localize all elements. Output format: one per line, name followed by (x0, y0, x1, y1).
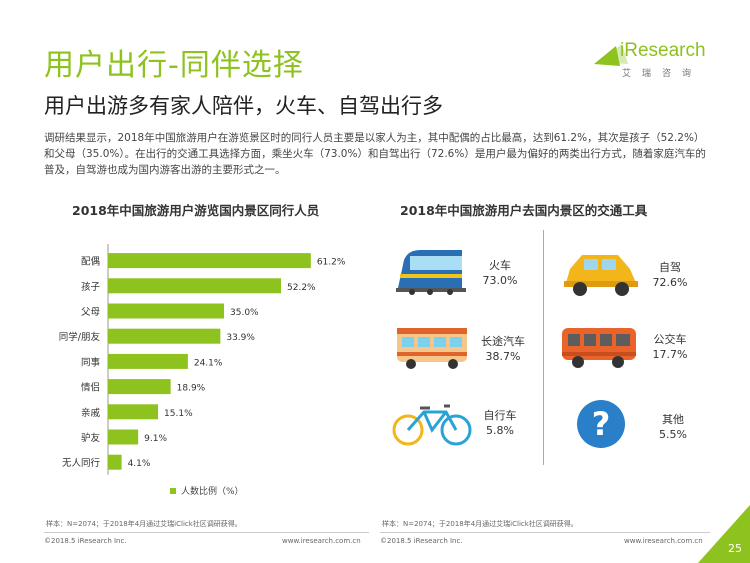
iresearch-logo: iResearch 艾瑞咨询 (590, 38, 718, 86)
transport-item-bicycle: 自行车 5.8% (390, 398, 560, 468)
data-label: 33.9% (226, 333, 255, 343)
category-label: 亲戚 (81, 407, 101, 419)
sample-note-right: 样本：N=2074；于2018年4月通过艾瑞iClick社区调研获得。 (382, 520, 578, 528)
bicycle-value: 5.8% (486, 424, 514, 437)
bus-icon (562, 328, 636, 368)
coach-label: 长途汽车 (481, 335, 525, 348)
companion-bar-chart: 配偶 61.2% 孩子 52.2% 父母 35.0% 同学/朋友 33.9% 同事 24.1% 情侣… (59, 244, 346, 475)
bar (108, 353, 188, 369)
logo-mark-icon (594, 44, 628, 66)
car-icon (564, 255, 638, 296)
transport-item-car: 自驾 72.6% (560, 245, 730, 315)
data-label: 52.2% (287, 283, 316, 293)
footer-rule-left (44, 532, 369, 533)
bus-label: 公交车 (653, 333, 687, 346)
category-label: 父母 (81, 307, 100, 318)
data-label: 9.1% (144, 434, 167, 444)
bar (108, 454, 122, 470)
chart-legend: 人数比例（%） (170, 484, 244, 497)
category-label: 孩子 (81, 281, 101, 293)
question-icon: ? (577, 400, 625, 448)
footer-rule-right (380, 532, 710, 533)
intro-paragraph: 调研结果显示，2018年中国旅游用户在游览景区时的同行人员主要是以家人为主，其中… (44, 132, 706, 176)
logo-subtext: 艾瑞咨询 (622, 69, 703, 79)
train-value: 73.0% (482, 274, 518, 287)
category-label: 配偶 (81, 256, 100, 268)
legend-label: 人数比例（%） (181, 487, 244, 497)
url-left: www.iresearch.com.cn (282, 537, 361, 545)
page-number: 25 (728, 542, 742, 555)
bar (108, 303, 224, 319)
bar (108, 379, 171, 395)
right-chart-title: 2018年中国旅游用户去国内景区的交通工具 (400, 203, 648, 218)
bicycle-label: 自行车 (483, 409, 517, 422)
url-right: www.iresearch.com.cn (624, 537, 703, 545)
data-label: 4.1% (128, 459, 151, 469)
data-label: 18.9% (177, 384, 206, 394)
transport-item-coach: 长途汽车 38.7% (393, 322, 563, 392)
copyright-right: ©2018.5 iResearch Inc. (380, 537, 463, 545)
data-label: 61.2% (317, 258, 346, 268)
category-label: 同事 (81, 356, 101, 368)
bar (108, 328, 221, 344)
train-label: 火车 (489, 259, 511, 272)
corner-decoration (698, 505, 750, 563)
car-label: 自驾 (659, 261, 681, 274)
category-label: 驴友 (81, 432, 101, 444)
logo-word: iResearch (620, 40, 706, 61)
page-subtitle: 用户出游多有家人陪伴，火车、自驾出行多 (44, 94, 443, 118)
data-label: 15.1% (164, 409, 193, 419)
page-title: 用户出行-同伴选择 (44, 48, 304, 83)
data-label: 24.1% (194, 358, 223, 368)
bar (108, 404, 159, 420)
bicycle-icon (392, 404, 472, 446)
bar (108, 253, 311, 269)
data-label: 35.0% (230, 308, 259, 318)
other-value: 5.5% (659, 428, 687, 441)
sample-note-left: 样本：N=2074；于2018年4月通过艾瑞iClick社区调研获得。 (46, 520, 242, 528)
transport-item-train: 火车 73.0% (390, 240, 560, 310)
category-label: 无人同行 (62, 457, 101, 469)
category-label: 同学/朋友 (59, 331, 101, 343)
svg-text:?: ? (592, 405, 611, 443)
transport-item-bus: 公交车 17.7% (560, 322, 730, 392)
bar (108, 429, 139, 445)
legend-swatch (170, 487, 176, 494)
copyright-left: ©2018.5 iResearch Inc. (44, 537, 127, 545)
bus-value: 17.7% (652, 348, 688, 361)
train-icon (396, 250, 466, 295)
column-divider (543, 230, 544, 465)
coach-value: 38.7% (485, 350, 521, 363)
car-value: 72.6% (652, 276, 688, 289)
bar (108, 278, 282, 294)
coach-icon (397, 328, 467, 369)
left-chart-title: 2018年中国旅游用户游览国内景区同行人员 (72, 203, 320, 218)
other-label: 其他 (662, 413, 684, 426)
category-label: 情侣 (81, 382, 100, 394)
transport-item-other: ? 其他 5.5% (575, 398, 745, 468)
